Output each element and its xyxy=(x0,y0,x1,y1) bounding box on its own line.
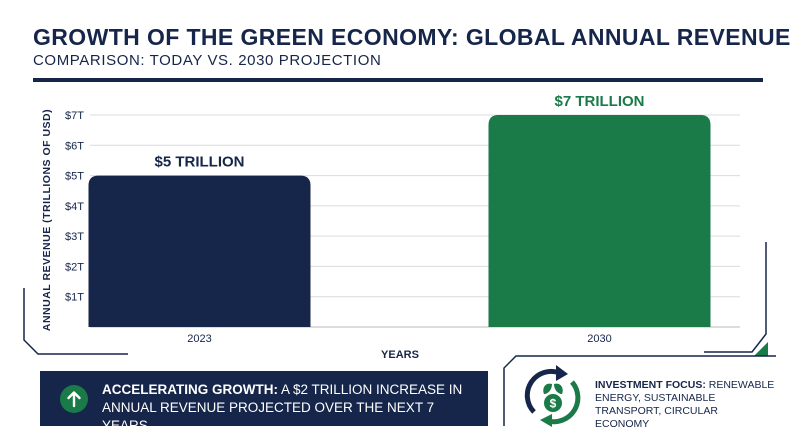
growth-banner-heading: ACCELERATING GROWTH: xyxy=(102,382,278,397)
x-tick-label-2023: 2023 xyxy=(187,333,211,345)
focus-bracket xyxy=(503,355,776,426)
y-tick-label: $5T xyxy=(65,171,84,183)
investment-focus-heading: INVESTMENT FOCUS: xyxy=(595,379,706,391)
y-tick-label: $4T xyxy=(65,201,84,213)
bar-chart: $5 TRILLION $7 TRILLION $1T $2T $3T $4T $5T $6… xyxy=(65,93,740,345)
data-label-2023: $5 TRILLION xyxy=(154,154,244,171)
arrow-up-icon xyxy=(60,385,88,413)
investment-focus-body: RENEWABLE ENERGY, SUSTAINABLE TRANSPORT,… xyxy=(595,379,775,430)
right-corner-bracket xyxy=(704,242,768,356)
bar-2023 xyxy=(88,175,311,327)
recycle-money-icon: $ xyxy=(524,365,581,427)
bar-2030 xyxy=(488,115,711,327)
y-tick-label: $3T xyxy=(65,231,84,243)
data-labels: $5 TRILLION $7 TRILLION xyxy=(154,93,644,171)
left-corner-bracket xyxy=(23,288,128,355)
y-tick-label: $6T xyxy=(65,140,84,152)
x-tick-label-2030: 2030 xyxy=(587,333,611,345)
y-axis-ticks: $1T $2T $3T $4T $5T $6T $7T xyxy=(65,110,84,304)
svg-text:$: $ xyxy=(550,397,557,411)
bars xyxy=(88,115,711,327)
growth-banner-body: A $2 TRILLION INCREASE IN ANNUAL REVENUE… xyxy=(102,382,463,433)
x-axis-ticks: 2023 2030 xyxy=(187,333,611,345)
x-axis-label: YEARS xyxy=(381,349,419,361)
chart-title: GROWTH OF THE GREEN ECONOMY: GLOBAL ANNU… xyxy=(33,24,791,50)
data-label-2030: $7 TRILLION xyxy=(554,93,644,110)
growth-banner-text: ACCELERATING GROWTH: A $2 TRILLION INCRE… xyxy=(102,381,482,435)
growth-banner: ACCELERATING GROWTH: A $2 TRILLION INCRE… xyxy=(40,371,488,433)
chart-subtitle: COMPARISON: TODAY VS. 2030 PROJECTION xyxy=(33,52,382,69)
y-tick-label: $7T xyxy=(65,110,84,122)
title-divider xyxy=(33,78,763,82)
investment-focus-text: INVESTMENT FOCUS: RENEWABLE ENERGY, SUST… xyxy=(595,379,775,431)
y-tick-label: $1T xyxy=(65,292,84,304)
y-tick-label: $2T xyxy=(65,261,84,273)
